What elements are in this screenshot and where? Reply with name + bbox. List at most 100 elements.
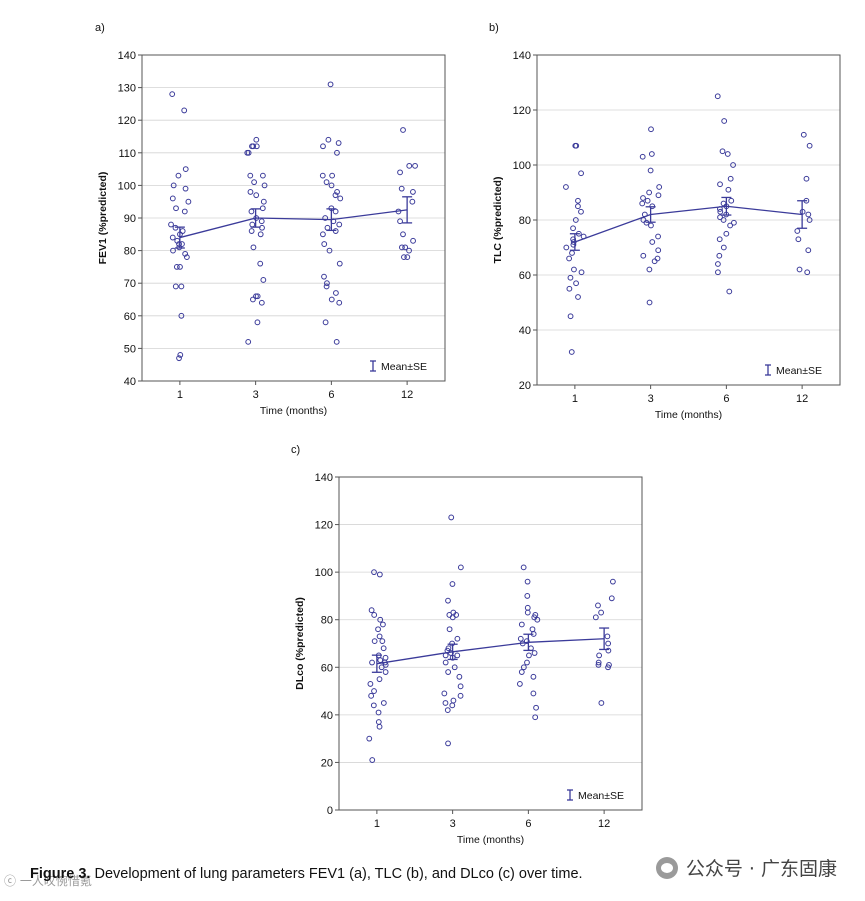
data-point	[251, 179, 257, 186]
data-point	[182, 185, 189, 192]
data-point	[533, 704, 539, 711]
data-point	[322, 319, 329, 326]
data-point	[397, 169, 403, 176]
x-tick-label: 6	[723, 393, 729, 405]
data-point	[805, 211, 812, 218]
data-point	[517, 635, 524, 642]
data-point	[182, 166, 189, 173]
x-axis-label: Time (months)	[457, 834, 524, 846]
data-point	[368, 692, 375, 699]
chart-tlc: 20 40 60 80 100 120 140 1 3 6 12 Time (months) TLC (…	[492, 50, 841, 421]
data-point	[170, 182, 177, 189]
data-point	[260, 198, 267, 205]
data-point	[325, 136, 332, 143]
data-point	[570, 225, 576, 232]
data-point	[333, 290, 339, 296]
data-point	[261, 182, 268, 189]
data-point	[445, 740, 451, 747]
data-point	[457, 692, 464, 699]
data-point	[410, 189, 416, 195]
data-point	[456, 673, 463, 680]
data-point	[524, 578, 531, 585]
y-tick-label: 140	[315, 472, 333, 484]
data-point	[332, 228, 339, 234]
data-point	[720, 200, 727, 207]
x-axis-label: Time (months)	[655, 409, 722, 421]
data-point	[327, 81, 334, 88]
data-point	[178, 312, 185, 319]
plot-frame	[338, 476, 643, 811]
data-point	[257, 260, 264, 267]
data-point	[648, 126, 654, 133]
panel-label-a: a)	[95, 22, 105, 34]
data-point	[647, 167, 654, 174]
data-point	[605, 640, 612, 647]
data-point	[595, 662, 602, 668]
x-tick-label: 1	[374, 818, 380, 830]
data-point	[566, 255, 573, 262]
data-point	[333, 338, 340, 345]
data-point	[646, 189, 653, 196]
data-point	[335, 140, 342, 146]
data-point	[717, 214, 723, 221]
data-point	[321, 241, 328, 247]
x-tick-label: 12	[796, 393, 808, 405]
data-point	[399, 244, 405, 251]
data-point	[176, 355, 182, 362]
data-point	[534, 616, 541, 623]
data-point	[720, 217, 727, 223]
data-point	[518, 621, 525, 628]
data-point	[337, 195, 344, 202]
data-point	[172, 224, 179, 231]
data-point	[370, 702, 377, 709]
figure-caption-label: Figure 3.	[30, 866, 91, 882]
data-point	[448, 514, 455, 521]
data-point	[529, 626, 536, 633]
data-point	[714, 93, 721, 100]
data-point	[721, 118, 728, 124]
x-tick-label: 12	[598, 818, 610, 830]
data-point	[371, 688, 377, 694]
data-point	[727, 222, 734, 229]
data-point	[578, 269, 585, 276]
data-point	[655, 233, 661, 240]
data-point	[336, 299, 343, 306]
data-point	[249, 143, 255, 150]
data-point	[457, 564, 464, 571]
data-point	[376, 571, 383, 578]
data-point	[371, 612, 378, 618]
data-point	[731, 219, 737, 226]
y-tick-label: 80	[321, 615, 333, 627]
data-point	[247, 172, 254, 179]
x-tick-label: 3	[450, 818, 456, 830]
data-point	[720, 244, 727, 251]
watermark: 公众号 · 广东固康	[655, 854, 837, 881]
data-point	[257, 231, 264, 238]
data-point	[323, 283, 330, 290]
x-tick-label: 3	[648, 393, 654, 405]
legend-label: Mean±SE	[381, 361, 427, 373]
data-point	[573, 280, 579, 287]
y-tick-label: 50	[124, 343, 136, 355]
data-point	[442, 659, 449, 666]
data-point	[592, 614, 599, 621]
data-point	[185, 198, 192, 205]
data-point	[530, 673, 537, 680]
data-point	[321, 273, 327, 280]
data-point	[176, 241, 182, 247]
data-point	[567, 313, 574, 320]
data-point	[371, 569, 377, 576]
data-point	[446, 612, 453, 618]
data-point	[608, 595, 615, 602]
data-point	[524, 609, 531, 616]
data-point	[526, 652, 532, 659]
data-point	[567, 274, 574, 281]
data-point	[402, 244, 409, 251]
data-point	[253, 136, 260, 143]
data-point	[260, 277, 267, 283]
y-tick-label: 40	[124, 376, 136, 388]
y-tick-label: 60	[519, 270, 531, 282]
wechat-logo-icon	[655, 856, 678, 879]
data-point	[375, 719, 382, 725]
y-tick-label: 60	[321, 662, 333, 674]
